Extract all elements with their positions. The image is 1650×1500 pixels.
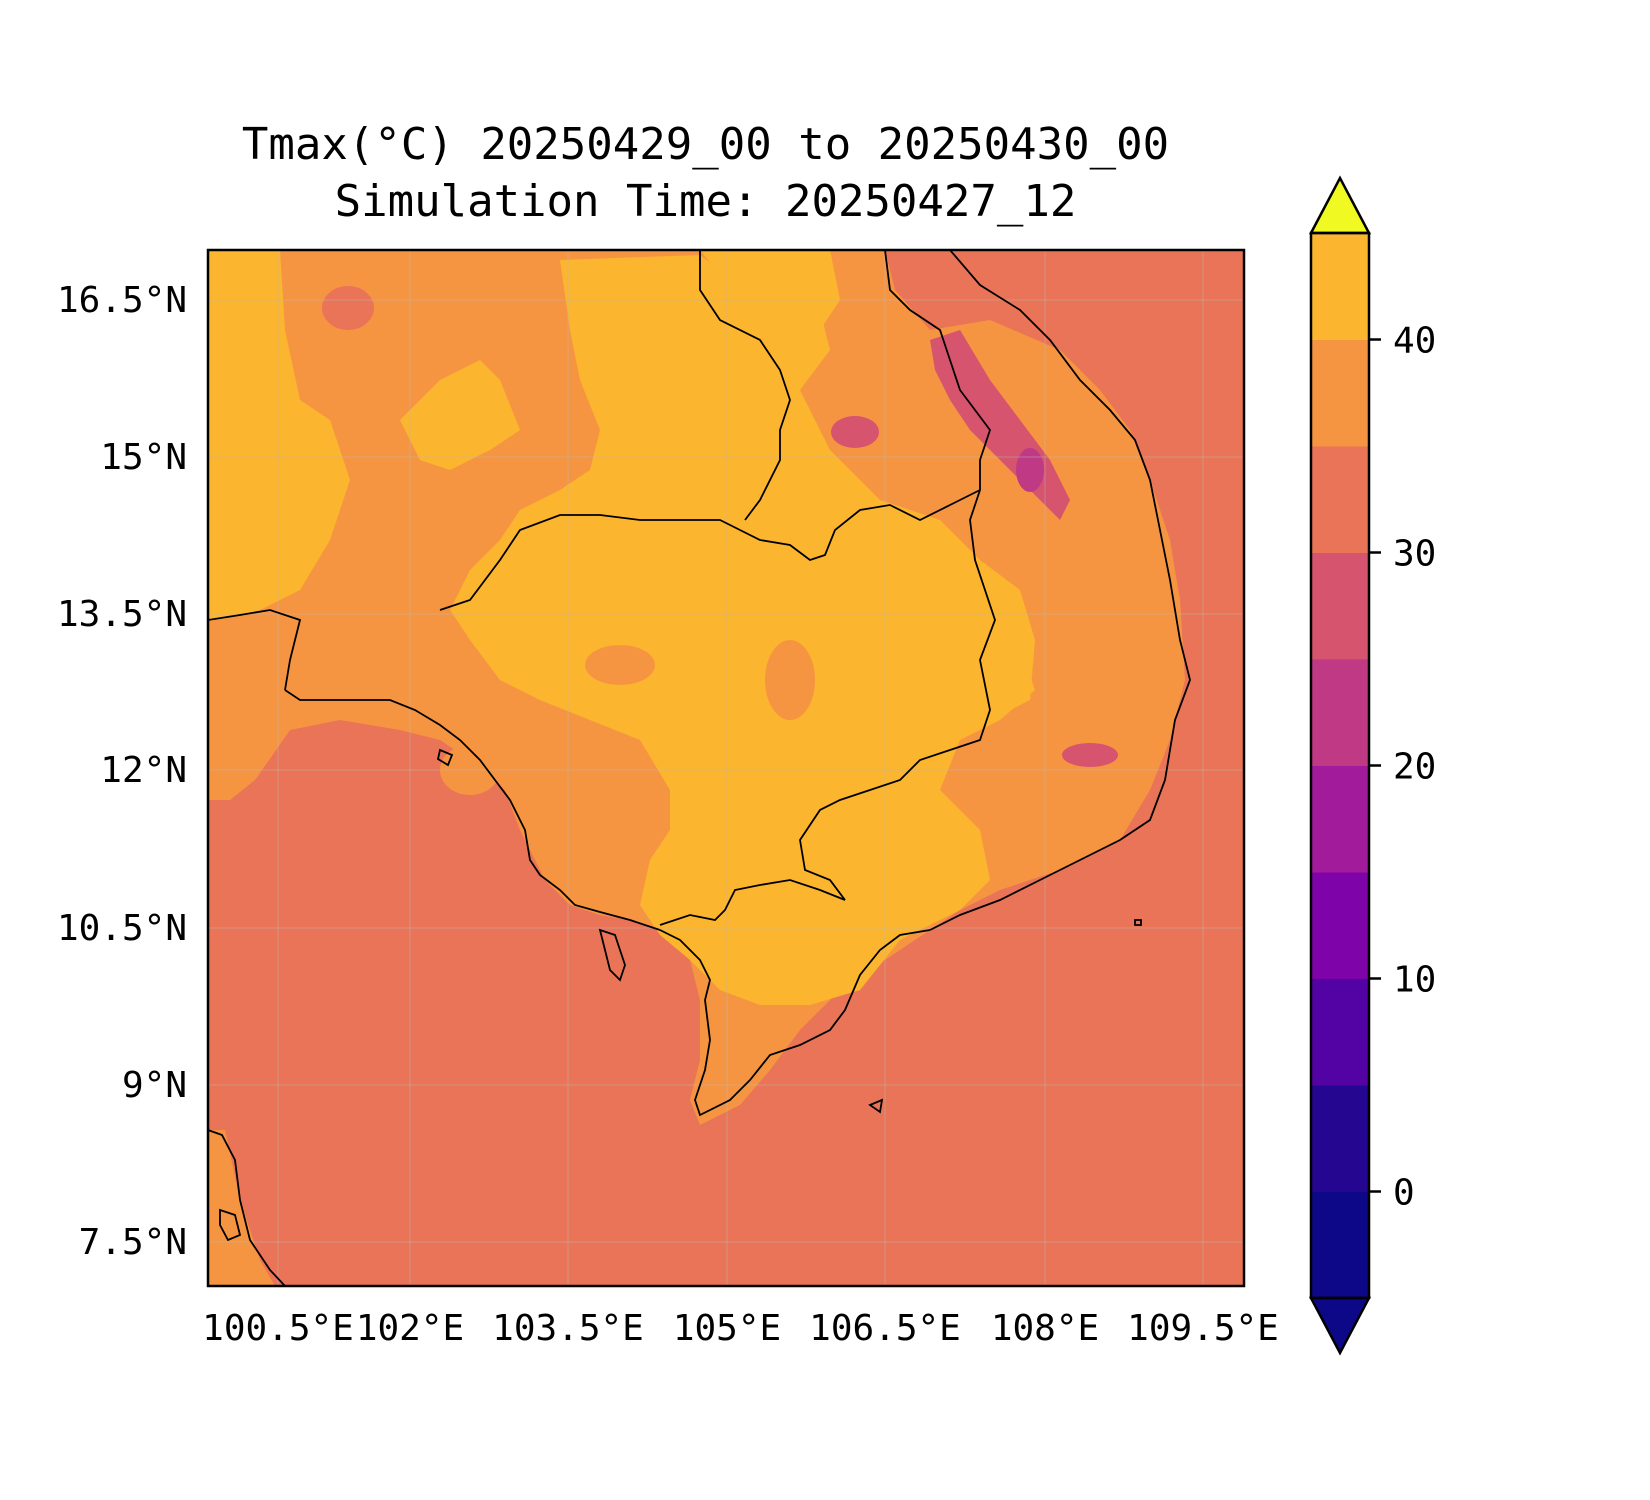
map-title-line2: Simulation Time: 20250427_12 xyxy=(334,176,1077,227)
lat-tick-label: 9°N xyxy=(122,1065,187,1106)
lon-tick-label: 106.5°E xyxy=(809,1308,961,1349)
latitude-tick-labels: 16.5°N 15°N 13.5°N 12°N 10.5°N 9°N 7.5°N xyxy=(57,280,187,1263)
colorbar-segment xyxy=(1311,659,1369,766)
map-title-line1: Tmax(°C) 20250429_00 to 20250430_00 xyxy=(241,119,1170,170)
temperature-field xyxy=(208,250,1244,1286)
colorbar-segment xyxy=(1311,978,1369,1086)
colorbar-segment xyxy=(1311,1191,1369,1299)
colorbar-segment xyxy=(1311,233,1369,340)
map-frame xyxy=(206,248,1246,1288)
lat-tick-label: 16.5°N xyxy=(57,280,187,321)
colorbar: 0 10 20 30 40 xyxy=(1308,175,1436,1356)
gridlines xyxy=(208,250,1244,1286)
colorbar-tick-label: 20 xyxy=(1393,747,1436,788)
land-35-40-west xyxy=(208,250,350,620)
lon-tick-label: 105°E xyxy=(673,1308,781,1349)
land-35-40-central xyxy=(450,255,1035,1005)
colorbar-tick-label: 10 xyxy=(1393,960,1436,1001)
lon-tick-label: 102°E xyxy=(356,1308,464,1349)
colorbar-tick-label: 30 xyxy=(1393,534,1436,575)
colorbar-segment xyxy=(1311,1085,1369,1192)
land-35-40-northeast xyxy=(700,250,840,330)
lat-tick-label: 13.5°N xyxy=(57,594,187,635)
colorbar-segment xyxy=(1311,552,1369,660)
colorbar-segment xyxy=(1311,765,1369,873)
lat-tick-label: 15°N xyxy=(100,437,187,478)
lon-tick-label: 108°E xyxy=(991,1308,1099,1349)
lon-tick-label: 103.5°E xyxy=(492,1308,644,1349)
land-35-40-east-patch xyxy=(980,560,1035,710)
colorbar-segment xyxy=(1311,446,1369,553)
longitude-tick-labels: 100.5°E 102°E 103.5°E 105°E 106.5°E 108°E 109.… xyxy=(202,1308,1279,1349)
colorbar-extend-min xyxy=(1308,1296,1372,1356)
lat-tick-label: 10.5°N xyxy=(57,908,187,949)
colorbar-segment xyxy=(1311,339,1369,447)
colorbar-tick-label: 0 xyxy=(1393,1173,1415,1214)
lon-tick-label: 109.5°E xyxy=(1127,1308,1279,1349)
colorbar-segment xyxy=(1311,872,1369,979)
coastlines-borders xyxy=(208,250,1191,1286)
lon-tick-label: 100.5°E xyxy=(202,1308,354,1349)
colorbar-tick-label: 40 xyxy=(1393,321,1436,362)
lat-tick-label: 7.5°N xyxy=(79,1222,187,1263)
colorbar-extend-max xyxy=(1308,175,1372,235)
land-35-40-north xyxy=(400,360,520,470)
lat-tick-label: 12°N xyxy=(100,750,187,791)
